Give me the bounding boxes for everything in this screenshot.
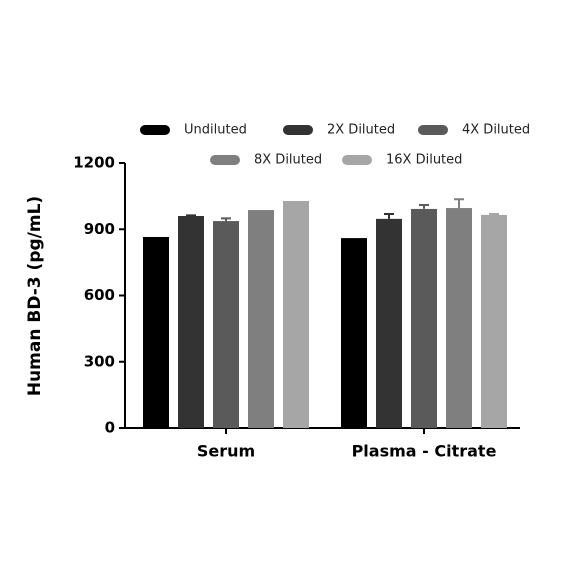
- x-tick-label: Serum: [197, 442, 255, 461]
- bar: [481, 214, 507, 428]
- error-bar: [419, 203, 429, 209]
- y-tick-label: 0: [105, 419, 115, 437]
- y-tick-label: 1200: [73, 154, 115, 172]
- bar: [283, 200, 309, 428]
- bar: [143, 236, 169, 428]
- bar: [341, 238, 367, 428]
- legend-label: 16X Diluted: [386, 153, 462, 168]
- legend-label: 8X Diluted: [254, 153, 322, 168]
- error-bar: [384, 213, 394, 219]
- y-tick-label: 900: [84, 220, 115, 238]
- error-bar: [489, 213, 499, 216]
- legend-swatch: [283, 125, 313, 135]
- bar: [248, 210, 274, 428]
- legend-swatch: [140, 125, 170, 135]
- legend-label: 4X Diluted: [462, 123, 530, 138]
- y-tick-label: 300: [84, 352, 115, 370]
- legend-swatch: [418, 125, 448, 135]
- bar: [178, 216, 204, 428]
- bar: [213, 221, 239, 428]
- error-bar: [221, 217, 231, 222]
- legend-label: Undiluted: [184, 123, 247, 138]
- error-bar: [186, 214, 196, 217]
- y-tick-label: 600: [84, 286, 115, 304]
- bar: [411, 208, 437, 428]
- error-bar: [454, 198, 464, 209]
- x-tick-label: Plasma - Citrate: [352, 442, 497, 461]
- legend-swatch: [210, 155, 240, 165]
- bar: [446, 208, 472, 428]
- y-axis-label: Human BD-3 (pg/mL): [25, 196, 45, 396]
- bar: [376, 218, 402, 428]
- legend-label: 2X Diluted: [327, 123, 395, 138]
- legend-swatch: [342, 155, 372, 165]
